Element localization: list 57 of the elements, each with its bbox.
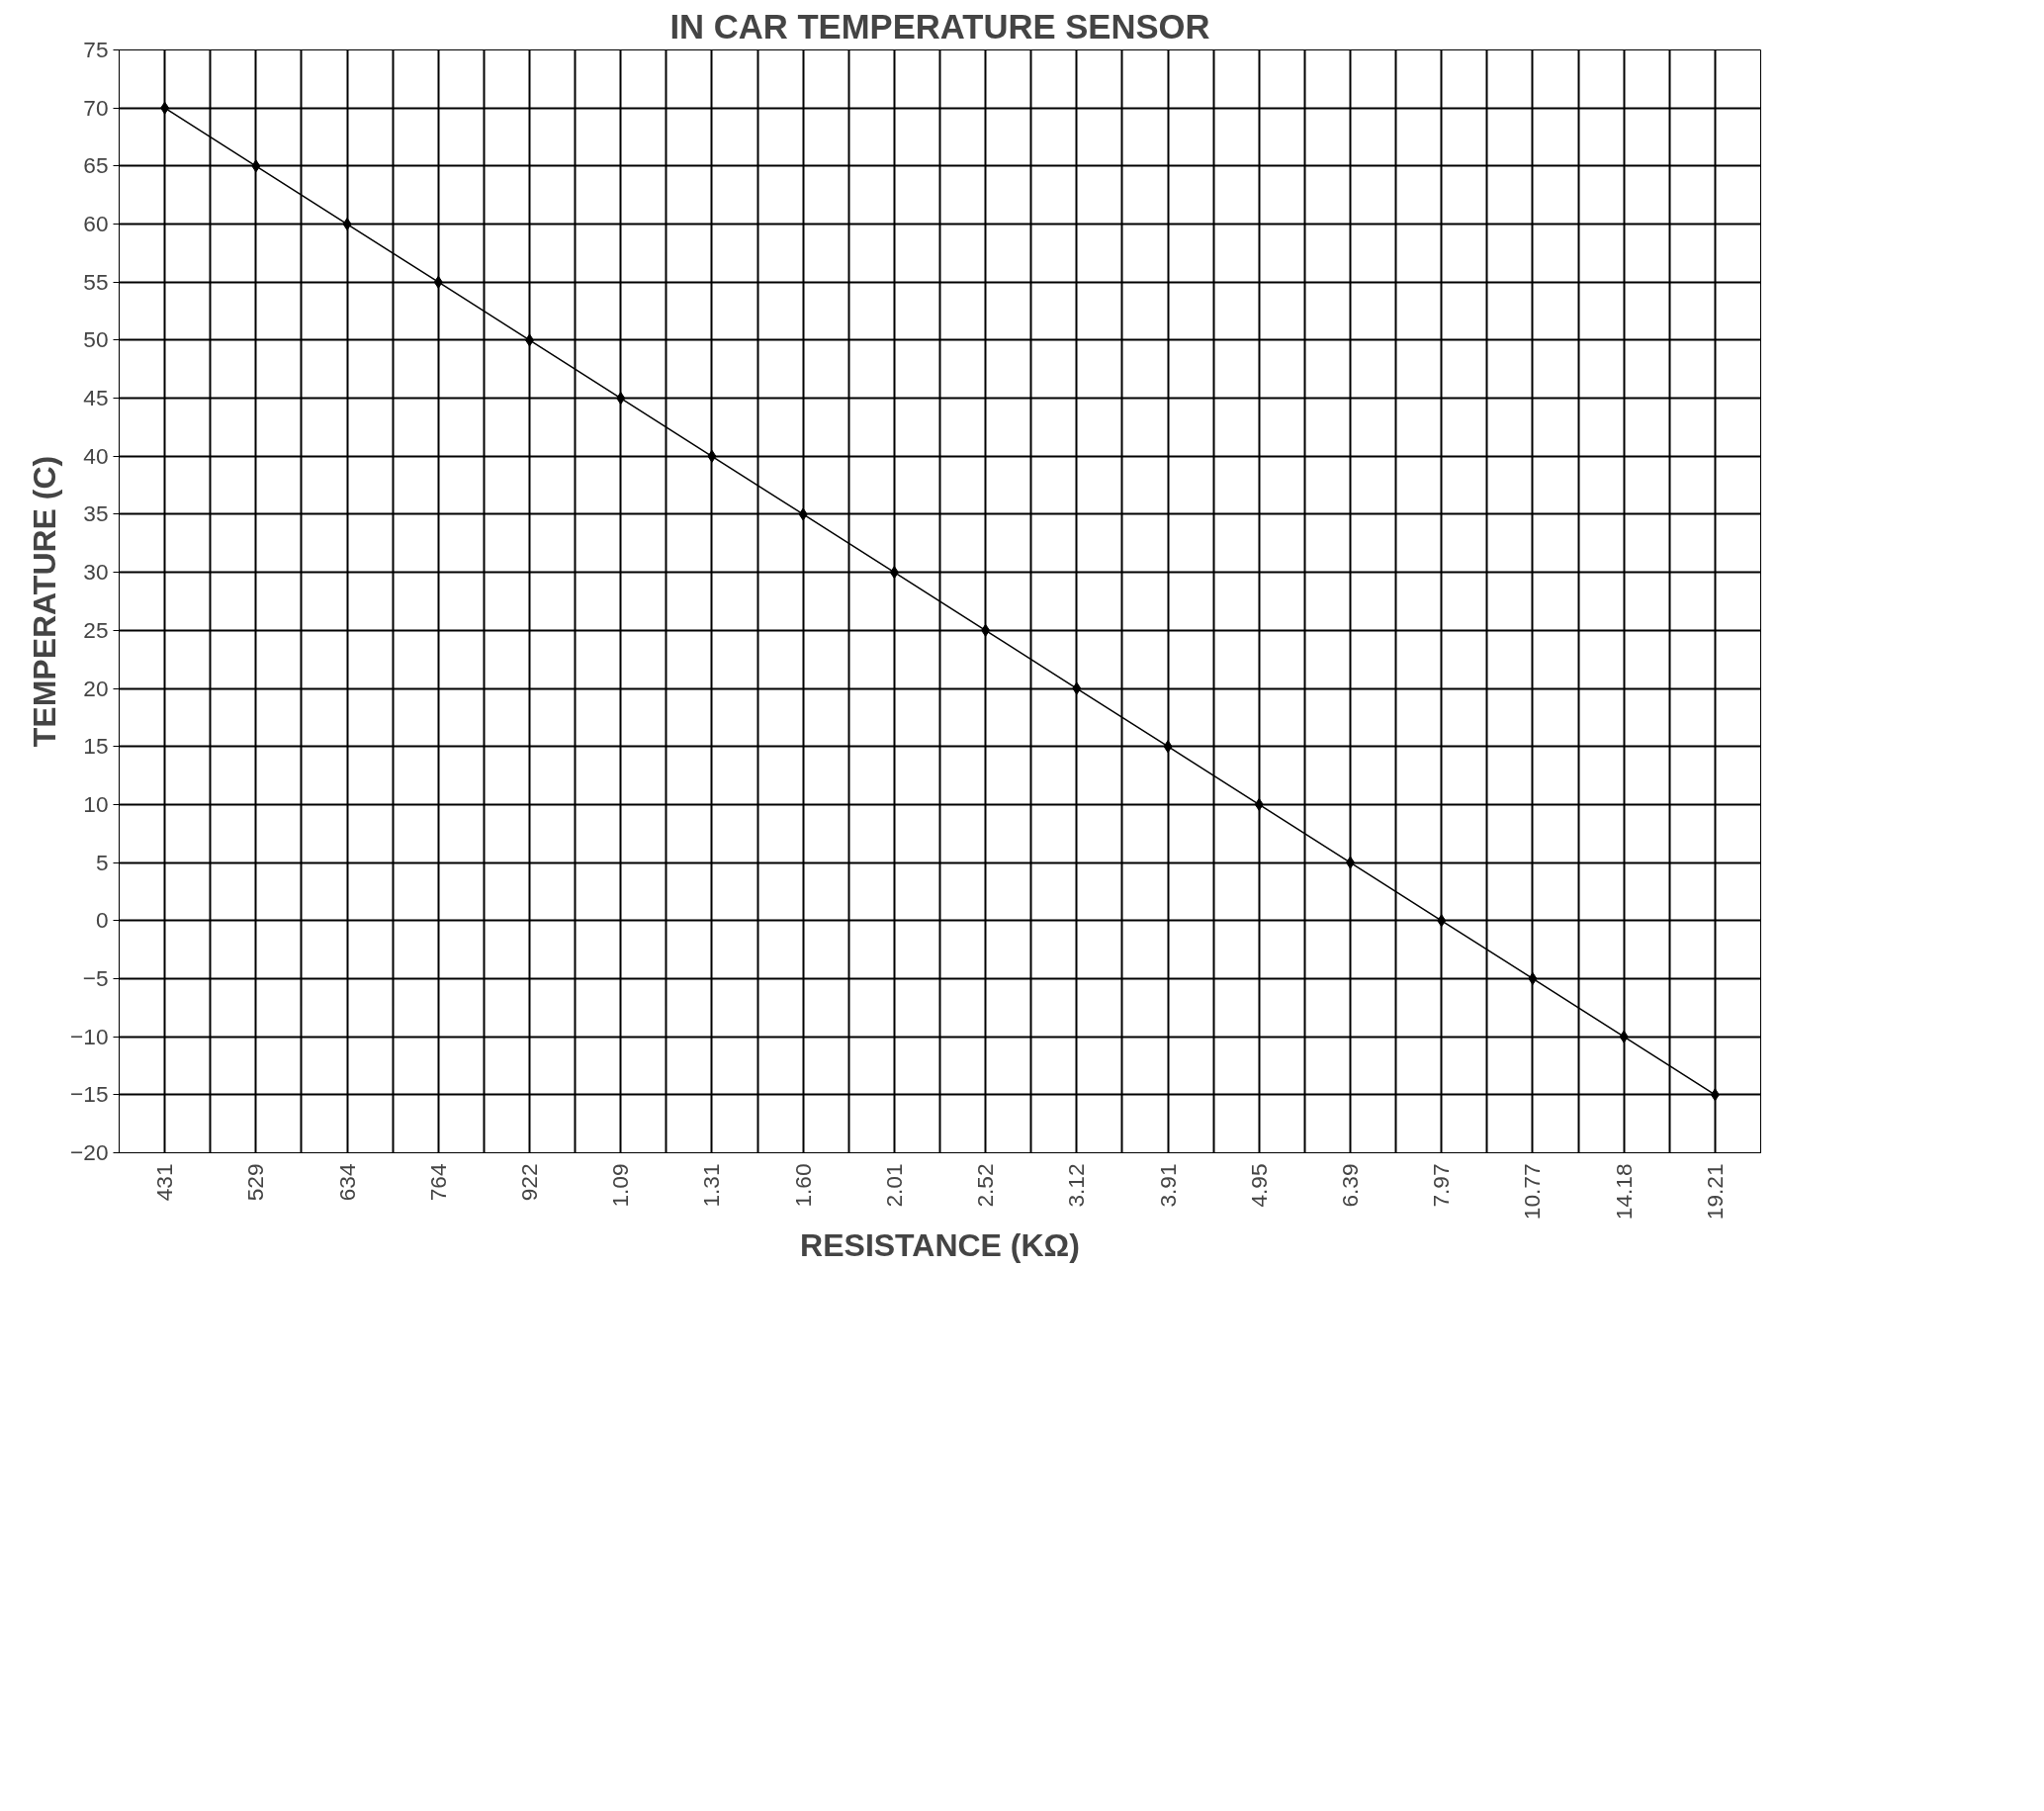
point	[707, 449, 717, 463]
x-tick-label: 1.09	[607, 1163, 634, 1208]
point	[616, 392, 626, 406]
point	[251, 159, 261, 173]
y-tick-label: 40	[83, 442, 109, 469]
y-tick-label: −15	[70, 1081, 109, 1108]
point	[889, 566, 899, 580]
x-tick-label: 922	[516, 1163, 542, 1202]
y-tick-label: 20	[83, 675, 109, 701]
y-tick-label: 35	[83, 500, 109, 527]
x-tick-label: 2.52	[972, 1163, 999, 1208]
x-tick-label: 10.77	[1519, 1163, 1546, 1221]
chart-title: IN CAR TEMPERATURE SENSOR	[669, 7, 1210, 45]
x-tick-label: 3.91	[1154, 1163, 1181, 1208]
y-tick-label: 10	[83, 790, 109, 817]
y-tick-label: 50	[83, 326, 109, 353]
x-tick-label: 14.18	[1610, 1163, 1637, 1221]
y-tick-label: 60	[83, 211, 109, 237]
x-tick-label: 19.21	[1701, 1163, 1728, 1221]
point	[798, 507, 808, 521]
x-tick-label: 4.95	[1245, 1163, 1272, 1208]
y-tick-label: −10	[70, 1023, 109, 1049]
point	[342, 218, 352, 231]
point	[1254, 797, 1264, 811]
x-tick-label: 7.97	[1428, 1163, 1455, 1208]
y-tick-label: 70	[83, 94, 109, 121]
y-tick-label: 0	[95, 907, 109, 934]
y-tick-label: 55	[83, 268, 109, 295]
point	[1528, 971, 1538, 985]
point	[981, 623, 991, 637]
x-tick-label: 634	[333, 1163, 360, 1202]
x-tick-label: 2.01	[880, 1163, 907, 1208]
x-tick-label: 6.39	[1337, 1163, 1363, 1208]
point	[1619, 1030, 1629, 1043]
point	[1163, 740, 1173, 754]
y-tick-label: 25	[83, 616, 109, 643]
x-tick-label: 529	[242, 1163, 269, 1202]
y-tick-label: 65	[83, 152, 109, 179]
x-tick-label: 764	[424, 1163, 451, 1202]
y-tick-label: 30	[83, 559, 109, 586]
x-tick-label: 1.31	[698, 1163, 725, 1208]
x-tick-label: 3.12	[1063, 1163, 1090, 1208]
point	[1710, 1088, 1720, 1102]
point	[1437, 914, 1447, 928]
y-tick-label: 5	[95, 849, 109, 875]
point	[160, 101, 170, 115]
x-tick-label: 431	[151, 1163, 178, 1202]
point	[1072, 681, 1082, 695]
point	[433, 275, 443, 289]
y-tick-label: 75	[83, 37, 109, 62]
x-axis-title: RESISTANCE (KΩ)	[800, 1227, 1080, 1264]
y-tick-label: 15	[83, 733, 109, 760]
y-axis-title: TEMPERATURE (C)	[27, 455, 63, 748]
x-tick-label: 1.60	[789, 1163, 816, 1208]
y-tick-label: −5	[82, 964, 109, 991]
y-tick-label: 45	[83, 385, 109, 411]
y-tick-label: −20	[70, 1139, 109, 1165]
